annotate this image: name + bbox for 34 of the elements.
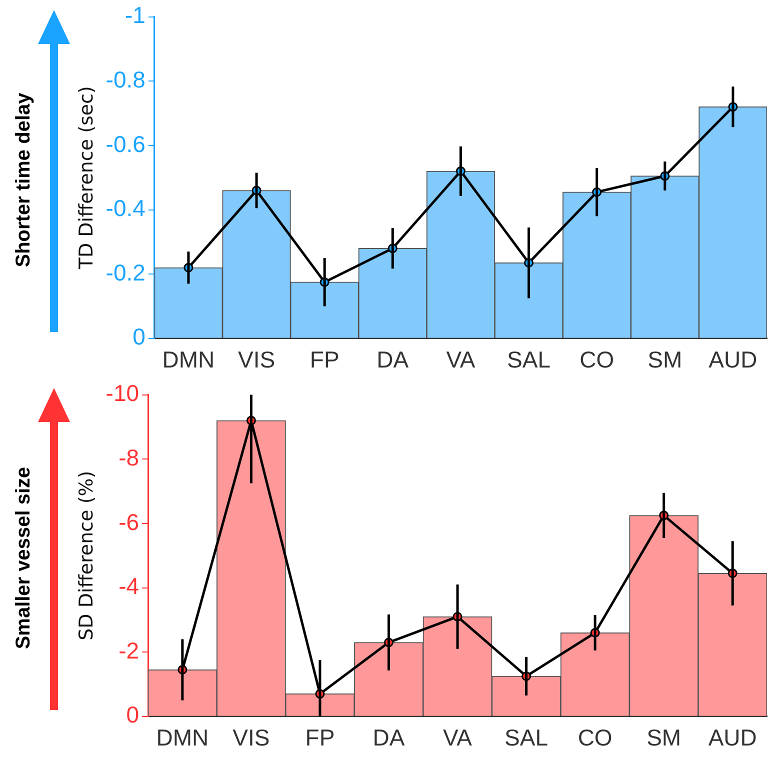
y-axis-title: SD Difference (%) xyxy=(75,470,98,640)
y-tick-label: -0.8 xyxy=(106,66,146,92)
x-tick-label: FP xyxy=(310,346,340,373)
y-tick-label: -0.2 xyxy=(106,259,146,286)
x-tick-label: AUD xyxy=(708,346,758,373)
x-tick-label: VA xyxy=(443,724,473,751)
x-tick-label: FP xyxy=(305,724,335,751)
x-tick-label: DA xyxy=(376,346,410,373)
y-tick-label: -6 xyxy=(118,508,140,535)
y-tick-label: -10 xyxy=(106,380,140,406)
x-tick-label: SM xyxy=(646,724,682,751)
x-tick-label: VIS xyxy=(232,724,270,751)
x-tick-label: CO xyxy=(578,724,612,751)
x-tick-label: SAL xyxy=(504,724,548,751)
x-tick-label: DMN xyxy=(162,346,215,373)
x-tick-label: DA xyxy=(372,724,406,751)
y-tick-label: -8 xyxy=(118,444,140,470)
y-tick-label: 0 xyxy=(132,324,146,350)
y-tick-label: 0 xyxy=(126,702,140,728)
y-tick-label: -0.6 xyxy=(106,130,146,157)
y-axis-title: TD Difference (sec) xyxy=(75,86,98,270)
x-tick-label: SM xyxy=(648,346,682,373)
x-tick-label: AUD xyxy=(708,724,757,751)
x-tick-label: CO xyxy=(580,346,614,373)
y-tick-label: -2 xyxy=(118,637,140,664)
x-tick-label: SAL xyxy=(507,346,551,373)
y-tick-label: -1 xyxy=(124,2,146,28)
x-tick-label: DMN xyxy=(156,724,209,751)
x-tick-label: VIS xyxy=(238,346,276,373)
text: Shorter time delay xyxy=(12,92,36,268)
x-tick-label: VA xyxy=(446,346,476,373)
y-tick-label: -0.4 xyxy=(106,195,146,222)
y-tick-label: -4 xyxy=(118,573,140,600)
text: Smaller vessel size xyxy=(12,466,36,650)
